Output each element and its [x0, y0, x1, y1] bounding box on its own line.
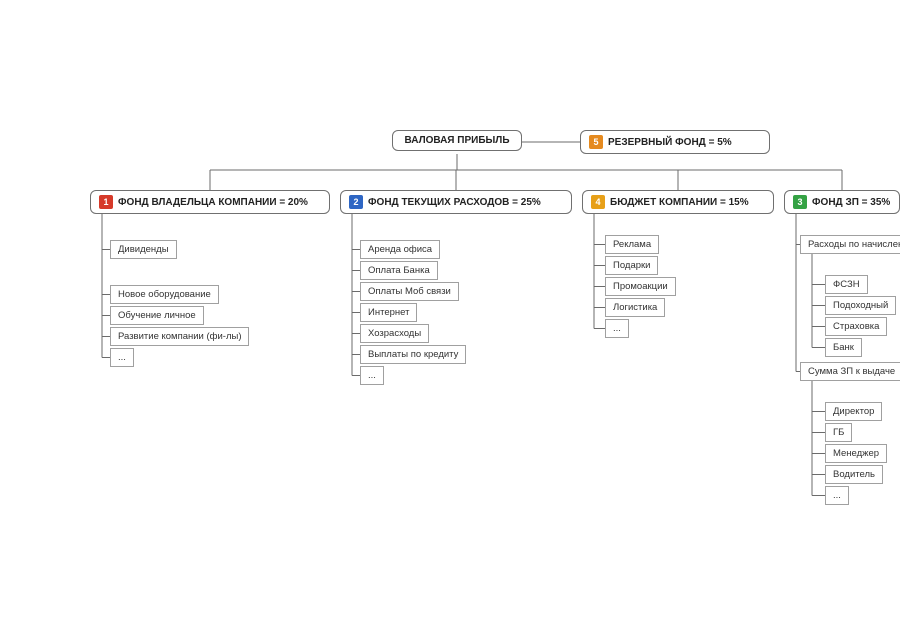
leaf-label: Оплаты Моб связи	[368, 286, 451, 297]
branch-node: 4 БЮДЖЕТ КОМПАНИИ = 15%	[582, 190, 774, 214]
leaf-item: Реклама	[605, 235, 659, 254]
leaf-item: ...	[605, 319, 629, 338]
branch-node: 2 ФОНД ТЕКУЩИХ РАСХОДОВ = 25%	[340, 190, 572, 214]
leaf-label: ...	[613, 323, 621, 334]
leaf-label: Выплаты по кредиту	[368, 349, 458, 360]
leaf-label: Банк	[833, 342, 854, 353]
leaf-item: Дивиденды	[110, 240, 177, 259]
leaf-item: Аренда офиса	[360, 240, 440, 259]
leaf-label: Подарки	[613, 260, 650, 271]
leaf-label: Водитель	[833, 469, 875, 480]
leaf-label: Дивиденды	[118, 244, 169, 255]
leaf-label: ГБ	[833, 427, 844, 438]
branch-node: 1 ФОНД ВЛАДЕЛЬЦА КОМПАНИИ = 20%	[90, 190, 330, 214]
leaf-item: Подоходный	[825, 296, 896, 315]
leaf-label: Оплата Банка	[368, 265, 430, 276]
leaf-label: ...	[118, 352, 126, 363]
badge-2-icon: 2	[349, 195, 363, 209]
leaf-label: Логистика	[613, 302, 657, 313]
node-reserve-label: РЕЗЕРВНЫЙ ФОНД = 5%	[608, 137, 732, 148]
badge-3-icon: 3	[793, 195, 807, 209]
leaf-label: Обучение личное	[118, 310, 196, 321]
leaf-item: ...	[825, 486, 849, 505]
leaf-item: Хозрасходы	[360, 324, 429, 343]
group-node: Сумма ЗП к выдаче	[800, 362, 900, 381]
branch-label: ФОНД ЗП = 35%	[812, 197, 890, 208]
leaf-item: Директор	[825, 402, 882, 421]
leaf-label: Хозрасходы	[368, 328, 421, 339]
node-root-label: ВАЛОВАЯ ПРИБЫЛЬ	[405, 135, 510, 146]
leaf-label: Подоходный	[833, 300, 888, 311]
branch-label: БЮДЖЕТ КОМПАНИИ = 15%	[610, 197, 749, 208]
leaf-item: Интернет	[360, 303, 417, 322]
leaf-label: Страховка	[833, 321, 879, 332]
leaf-label: Аренда офиса	[368, 244, 432, 255]
branch-label: ФОНД ТЕКУЩИХ РАСХОДОВ = 25%	[368, 197, 541, 208]
leaf-label: Промоакции	[613, 281, 668, 292]
leaf-item: Оплата Банка	[360, 261, 438, 280]
group-node: Расходы по начислению	[800, 235, 900, 254]
leaf-item: ГБ	[825, 423, 852, 442]
leaf-item: Выплаты по кредиту	[360, 345, 466, 364]
group-label: Расходы по начислению	[808, 239, 900, 250]
branch-node: 3 ФОНД ЗП = 35%	[784, 190, 900, 214]
node-root: ВАЛОВАЯ ПРИБЫЛЬ	[392, 130, 522, 151]
leaf-label: ...	[833, 490, 841, 501]
leaf-item: Развитие компании (фи-лы)	[110, 327, 249, 346]
leaf-item: Промоакции	[605, 277, 676, 296]
leaf-item: ФСЗН	[825, 275, 868, 294]
leaf-item: Менеджер	[825, 444, 887, 463]
leaf-label: ФСЗН	[833, 279, 860, 290]
leaf-label: Директор	[833, 406, 874, 417]
leaf-label: Новое оборудование	[118, 289, 211, 300]
leaf-item: Новое оборудование	[110, 285, 219, 304]
badge-4-icon: 4	[591, 195, 605, 209]
badge-1-icon: 1	[99, 195, 113, 209]
node-reserve: 5 РЕЗЕРВНЫЙ ФОНД = 5%	[580, 130, 770, 154]
leaf-label: Интернет	[368, 307, 409, 318]
leaf-item: Страховка	[825, 317, 887, 336]
group-label: Сумма ЗП к выдаче	[808, 366, 895, 377]
leaf-item: Водитель	[825, 465, 883, 484]
leaf-item: Оплаты Моб связи	[360, 282, 459, 301]
leaf-item: ...	[360, 366, 384, 385]
leaf-label: ...	[368, 370, 376, 381]
leaf-label: Реклама	[613, 239, 651, 250]
leaf-item: Банк	[825, 338, 862, 357]
badge-5-icon: 5	[589, 135, 603, 149]
leaf-item: Логистика	[605, 298, 665, 317]
leaf-item: ...	[110, 348, 134, 367]
leaf-item: Обучение личное	[110, 306, 204, 325]
branch-label: ФОНД ВЛАДЕЛЬЦА КОМПАНИИ = 20%	[118, 197, 308, 208]
leaf-item: Подарки	[605, 256, 658, 275]
leaf-label: Менеджер	[833, 448, 879, 459]
leaf-label: Развитие компании (фи-лы)	[118, 331, 241, 342]
